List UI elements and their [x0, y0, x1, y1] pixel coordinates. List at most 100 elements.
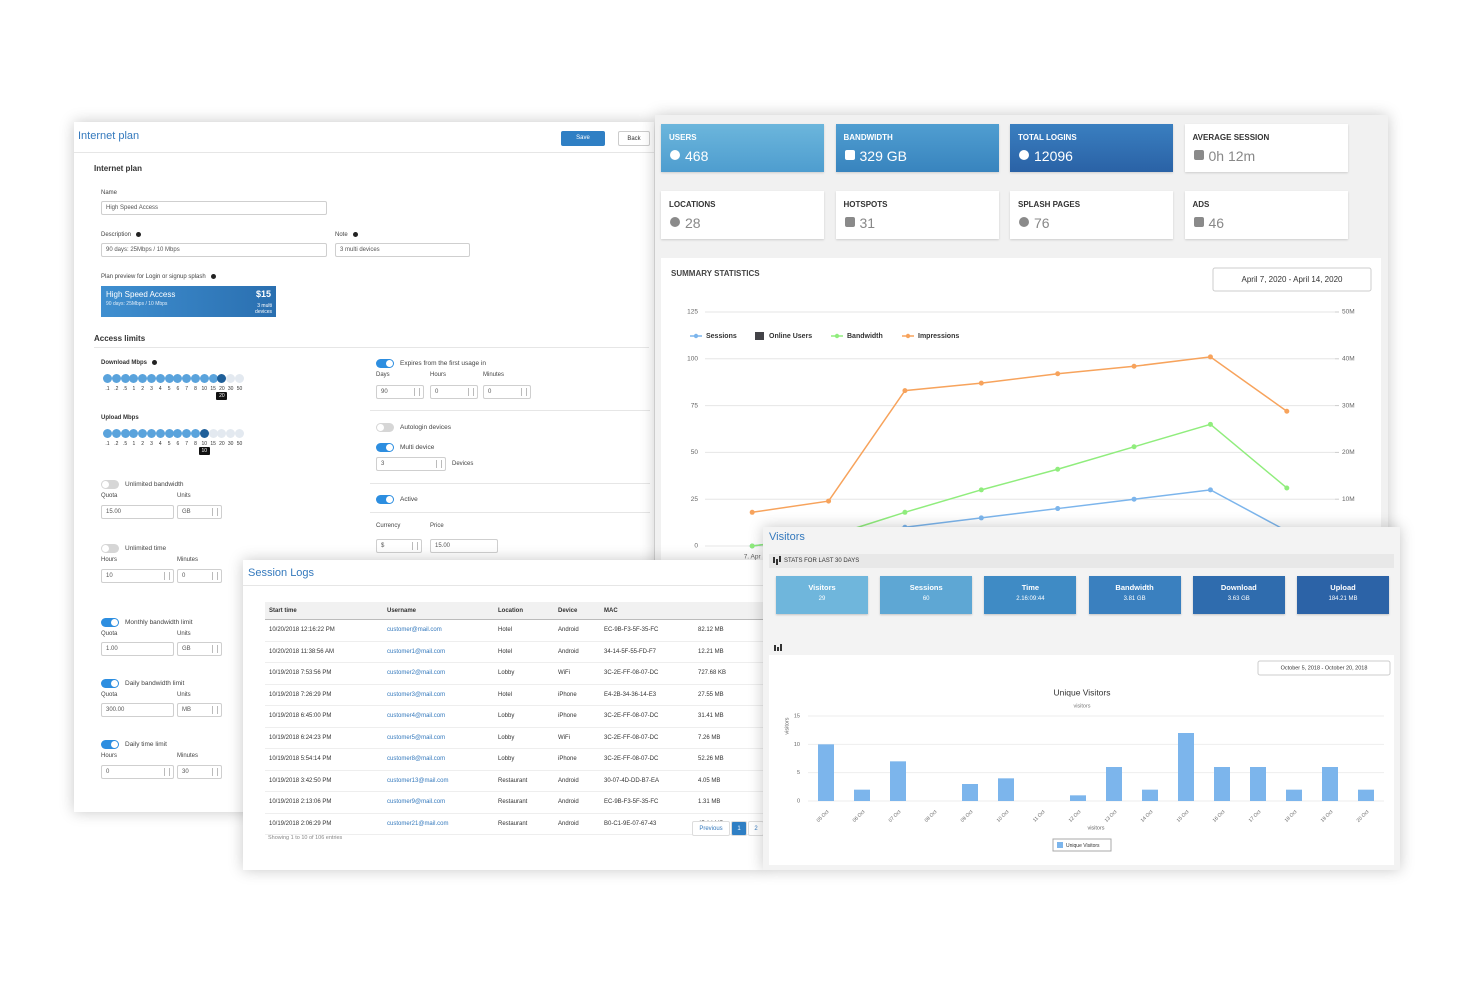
y-tick-label: 15 [794, 713, 800, 719]
download-slider[interactable]: .1 .2 .5 1 2 3 4 5 6 7 8 10 15 20 30 50 20 [101, 374, 251, 404]
username-link[interactable]: customer4@mail.com [383, 705, 494, 728]
toggle[interactable] [376, 495, 394, 504]
description-input[interactable]: 90 days: 25Mbps / 10 Mbps [101, 243, 327, 257]
toggle[interactable] [376, 443, 394, 452]
y-tick-label: 125 [687, 309, 698, 316]
card-header [769, 640, 1394, 655]
toggle-row[interactable]: Expires from the first usage in [376, 359, 486, 368]
username-link[interactable]: customer13@mail.com [383, 770, 494, 792]
toggle[interactable] [101, 544, 119, 553]
preview-description: 90 days: 25Mbps / 10 Mbps [106, 301, 168, 307]
quota-input[interactable]: 300.00 [101, 703, 174, 717]
bar [1106, 767, 1122, 801]
slider-dot [138, 429, 148, 438]
chart-title: Unique Visitors [1053, 687, 1110, 697]
toggle-row[interactable]: Unlimited bandwidth [101, 480, 184, 489]
stat-value: 31 [859, 215, 876, 231]
date-range-button[interactable] [1257, 660, 1391, 676]
page-button[interactable]: 2 [748, 821, 764, 836]
slider-dot [173, 374, 183, 383]
units-select[interactable]: GB [177, 505, 222, 519]
y-tick-label: 100 [687, 356, 698, 363]
table-row: 10/19/2018 2:13:06 PM customer9@mail.com R… [265, 791, 765, 814]
page-button[interactable]: 1 [731, 821, 747, 836]
toggle[interactable] [376, 423, 394, 432]
column-header[interactable]: Start time [265, 602, 383, 620]
stat-icon [1019, 217, 1029, 227]
units-select[interactable]: GB [177, 642, 222, 656]
toggle-row[interactable]: Daily time limit [101, 740, 167, 749]
upload-slider[interactable]: .1.2.5 1 2 3 4 5 6 7 8 10 15 20 30 50 10 [101, 429, 251, 459]
table-cell: EC-9B-F3-5F-35-FC [600, 791, 694, 814]
hours-input[interactable]: 0 [101, 765, 174, 779]
toggle[interactable] [101, 740, 119, 749]
devices-input[interactable]: 3 [376, 457, 446, 471]
stat-card: AVERAGE SESSION 0h 12m [1184, 124, 1348, 172]
column-header[interactable]: Username [383, 602, 494, 620]
minutes-input[interactable]: 30 [177, 765, 222, 779]
stat-card: TOTAL LOGINS 12096 [1010, 124, 1173, 172]
page-button[interactable]: Previous [692, 821, 730, 836]
slider-dot [103, 429, 112, 438]
column-header[interactable]: MAC [600, 602, 694, 620]
currency-select[interactable]: $ [376, 539, 422, 553]
quota-input[interactable]: 15.00 [101, 505, 174, 519]
toggle[interactable] [101, 618, 119, 627]
column-header[interactable]: Location [494, 602, 554, 620]
toggle-row[interactable]: Monthly bandwidth limit [101, 618, 193, 627]
toggle-row[interactable]: Unlimited time [101, 544, 166, 553]
save-button[interactable]: Save [561, 131, 605, 146]
tile-label: Upload [1330, 583, 1356, 592]
slider-dot [120, 374, 130, 383]
username-link[interactable]: customer3@mail.com [383, 684, 494, 706]
legend-marker [693, 333, 699, 339]
table-cell: Hotel [494, 641, 554, 663]
toggle[interactable] [376, 359, 394, 368]
bar [1214, 767, 1230, 801]
username-link[interactable]: customer9@mail.com [383, 791, 494, 814]
slider-tooltip: 10 [198, 447, 210, 455]
column-header[interactable]: Device [554, 602, 600, 620]
toggle[interactable] [101, 679, 119, 688]
field-label: Price [430, 523, 444, 529]
toggle-row[interactable]: Active [376, 495, 418, 504]
slider-step: 2 [141, 441, 145, 447]
username-link[interactable]: customer@mail.com [383, 619, 494, 642]
table-cell: Restaurant [494, 791, 554, 814]
back-button[interactable]: Back [618, 131, 650, 146]
chart-icon [773, 557, 775, 563]
field-label: Description [101, 232, 141, 238]
username-link[interactable]: customer21@mail.com [383, 813, 494, 835]
stat-label: HOTSPOTS [843, 200, 888, 209]
name-input[interactable]: High Speed Access [101, 201, 327, 215]
table-cell: iPhone [554, 748, 600, 771]
username-link[interactable]: customer5@mail.com [383, 727, 494, 749]
stat-icon [1019, 150, 1029, 160]
username-link[interactable]: customer2@mail.com [383, 662, 494, 685]
date-range-button[interactable] [1212, 267, 1372, 292]
username-link[interactable]: customer1@mail.com [383, 641, 494, 663]
toggle-row[interactable]: Daily bandwidth limit [101, 679, 184, 688]
days-input[interactable]: 90 [376, 385, 424, 399]
y2-tick-label: 10M [1342, 496, 1355, 503]
note-input[interactable]: 3 multi devices [335, 243, 470, 257]
toggle[interactable] [101, 480, 119, 489]
minutes-input[interactable]: 0 [177, 569, 222, 583]
slider-dot [138, 374, 148, 383]
price-input[interactable]: 15.00 [430, 539, 498, 553]
stat-value: 28 [685, 215, 701, 231]
quota-input[interactable]: 1.00 [101, 642, 174, 656]
data-point [826, 498, 832, 504]
bar [1358, 789, 1374, 801]
username-link[interactable]: customer8@mail.com [383, 748, 494, 771]
tile-label: Sessions [909, 583, 943, 592]
toggle-row[interactable]: Autologin devices [376, 423, 451, 432]
field-label: Quota [101, 692, 118, 698]
column-header[interactable] [694, 602, 765, 620]
slider-step: 8 [194, 441, 197, 447]
minutes-input[interactable]: 0 [483, 385, 531, 399]
toggle-row[interactable]: Multi device [376, 443, 434, 452]
hours-input[interactable]: 0 [430, 385, 478, 399]
hours-input[interactable]: 10 [101, 569, 174, 583]
units-select[interactable]: MB [177, 703, 222, 717]
